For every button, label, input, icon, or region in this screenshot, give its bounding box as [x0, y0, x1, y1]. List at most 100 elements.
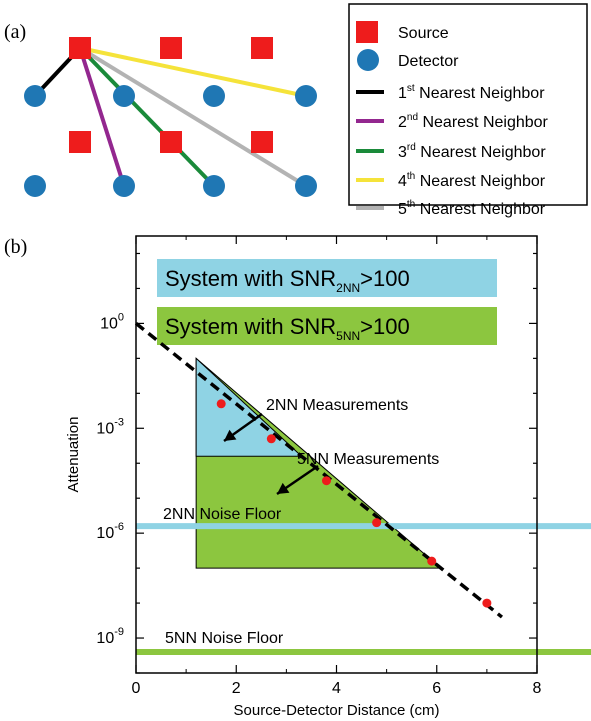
attenuation-plot: 2NN Noise Floor 5NN Noise Floor System wi… — [65, 235, 591, 719]
trend-line — [134, 322, 504, 619]
noise-floor-2nn-label: 2NN Noise Floor — [163, 506, 282, 523]
x-tick-label: 2 — [232, 680, 241, 697]
y-tick-exponent: -6 — [114, 521, 124, 533]
y-tick-exponent: -3 — [114, 416, 124, 428]
y-tick-base: 10 — [96, 630, 114, 647]
detector-marker — [24, 85, 46, 107]
legend-box — [348, 3, 588, 206]
y-tick-base: 10 — [96, 525, 114, 542]
banner-suffix: >100 — [360, 314, 410, 339]
legend-nn2-label: 2nd Nearest Neighbor — [398, 112, 549, 131]
legend-detector-swatch — [357, 49, 379, 71]
y-tick-label: 10-6 — [96, 521, 124, 542]
legend-ordinal: 3 — [398, 144, 407, 161]
source-marker — [251, 131, 273, 153]
annotation-5nn-text: 5NN Measurements — [297, 451, 439, 468]
noise-floor-5nn-label: 5NN Noise Floor — [165, 630, 284, 647]
legend-rest: Nearest Neighbor — [416, 144, 547, 161]
neighbor-diagram — [24, 37, 317, 197]
legend-superscript: rd — [407, 142, 416, 153]
data-point-1 — [266, 434, 276, 444]
banner-5nn-text: System with SNR5NN>100 — [165, 314, 410, 343]
region-5nn — [195, 357, 443, 569]
detector-marker — [295, 175, 317, 197]
banner-subscript: 5NN — [336, 329, 360, 343]
x-tick-label: 4 — [332, 680, 341, 697]
legend-nn1-label: 1st Nearest Neighbor — [398, 83, 545, 102]
annotation-2nn-arrow-head — [224, 429, 237, 441]
source-marker — [69, 37, 91, 59]
legend-text-part: Source — [398, 25, 449, 42]
banner-prefix: System with SNR — [165, 314, 336, 339]
panel-a-label: (a) — [4, 21, 26, 43]
source-marker — [160, 131, 182, 153]
legend-rest: Nearest Neighbor — [415, 85, 546, 102]
legend-text-part: Detector — [398, 53, 459, 70]
banner-subscript: 2NN — [336, 281, 360, 295]
detector-marker — [113, 175, 135, 197]
data-point-5 — [482, 598, 492, 608]
source-marker — [160, 37, 182, 59]
data-points — [216, 399, 492, 608]
y-tick-exponent: -9 — [114, 626, 124, 638]
trend-line-path — [134, 322, 504, 619]
legend-ordinal: 5 — [398, 201, 407, 218]
legend-superscript: th — [407, 199, 415, 210]
legend-rest: Nearest Neighbor — [415, 201, 546, 218]
y-tick-label: 10-9 — [96, 626, 124, 647]
detector-marker — [203, 85, 225, 107]
legend-nn4-label: 4th Nearest Neighbor — [398, 171, 546, 190]
source-marker — [251, 37, 273, 59]
link-nn2 — [78, 47, 126, 187]
legend-superscript: st — [407, 83, 415, 94]
x-tick-label: 6 — [432, 680, 441, 697]
y-tick-base: 10 — [96, 420, 114, 437]
legend-detector-label: Detector — [398, 53, 459, 70]
measurement-regions — [195, 357, 443, 569]
banner-5nn-box — [157, 307, 497, 345]
legend-source-label: Source — [398, 25, 449, 42]
legend-nn3-label: 3rd Nearest Neighbor — [398, 142, 546, 161]
x-tick-label: 8 — [533, 680, 542, 697]
legend-superscript: th — [407, 171, 415, 182]
link-nn3 — [78, 46, 216, 188]
link-nn4 — [79, 46, 307, 98]
legend-rest: Nearest Neighbor — [418, 114, 549, 131]
panel-b-label: (b) — [4, 236, 27, 258]
annotation-5nn-arrow-head — [277, 482, 290, 494]
detector-marker — [113, 85, 135, 107]
detector-marker — [203, 175, 225, 197]
data-point-4 — [427, 556, 437, 566]
legend-ordinal: 4 — [398, 173, 407, 190]
link-nn5 — [78, 46, 308, 188]
banner-prefix: System with SNR — [165, 266, 336, 291]
noise-floors: 2NN Noise Floor 5NN Noise Floor — [136, 506, 591, 656]
detector-marker — [295, 85, 317, 107]
y-tick-exponent: 0 — [118, 311, 124, 323]
legend-source-swatch — [356, 21, 378, 43]
data-point-2 — [321, 476, 331, 486]
data-point-3 — [372, 518, 382, 528]
y-tick-label: 100 — [100, 311, 124, 332]
banner-suffix: >100 — [360, 266, 410, 291]
x-axis-label: Source-Detector Distance (cm) — [234, 702, 440, 719]
annotations: 2NN Measurements 5NN Measurements — [223, 397, 439, 496]
x-tick-label: 0 — [132, 680, 141, 697]
annotation-2nn-text: 2NN Measurements — [266, 397, 408, 414]
legend-ordinal: 1 — [398, 85, 407, 102]
source-marker — [69, 131, 91, 153]
legend-rest: Nearest Neighbor — [415, 173, 546, 190]
data-point-0 — [216, 399, 226, 409]
detector-marker — [24, 175, 46, 197]
y-tick-base: 10 — [100, 315, 118, 332]
banner-2nn-box — [157, 259, 497, 297]
y-tick-label: 10-3 — [96, 416, 124, 437]
banner-2nn-text: System with SNR2NN>100 — [165, 266, 410, 295]
legend-nn5-label: 5th Nearest Neighbor — [398, 199, 546, 218]
legend-ordinal: 2 — [398, 114, 407, 131]
y-axis-label: Attenuation — [65, 417, 82, 493]
